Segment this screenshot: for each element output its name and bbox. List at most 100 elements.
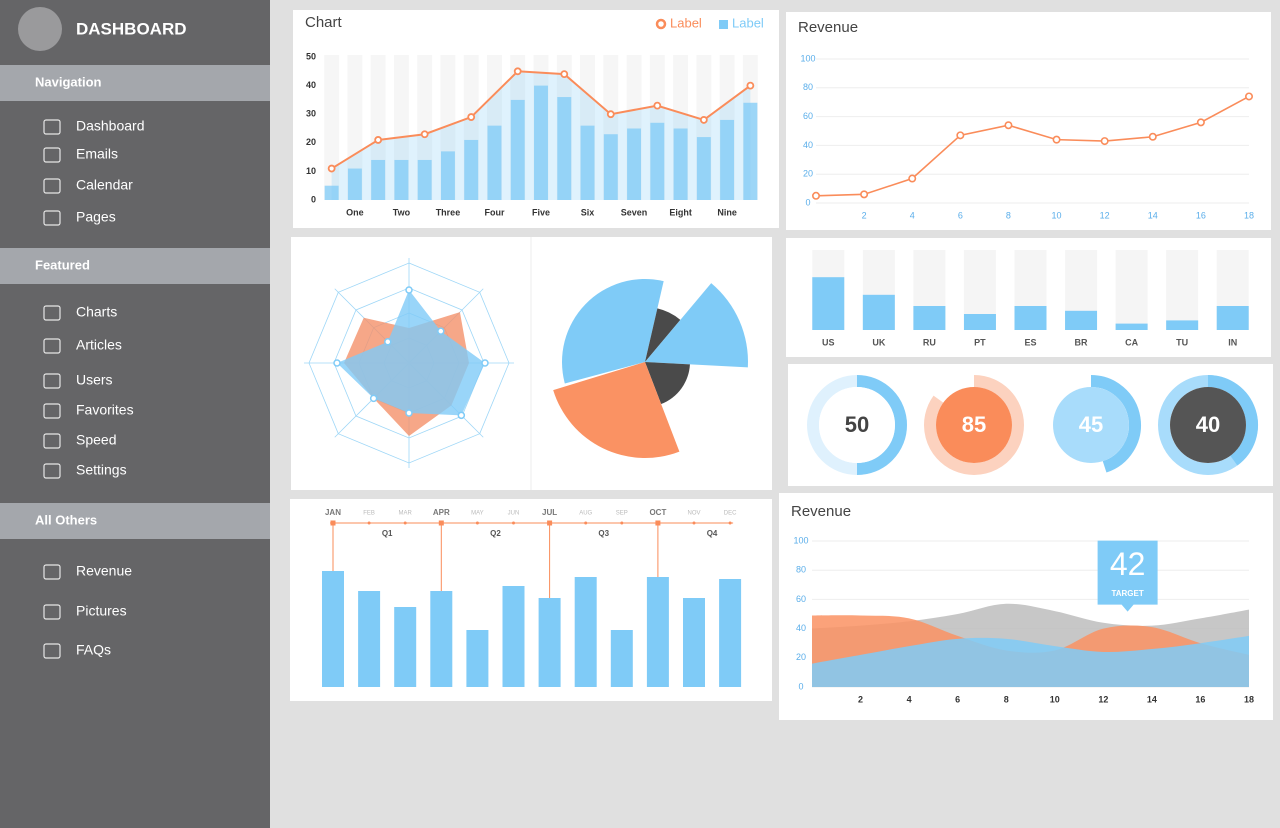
y-tick-label: 40 [306, 80, 316, 90]
month-label: OCT [649, 508, 666, 517]
x-tick-label: TU [1176, 337, 1188, 347]
chart-title: Chart [305, 14, 343, 31]
month-label: JUL [542, 508, 557, 517]
bar [322, 571, 344, 687]
y-tick-label: 100 [800, 53, 815, 63]
nav-item[interactable]: Revenue [76, 563, 132, 579]
ring [308, 262, 510, 464]
radar-point [481, 359, 489, 367]
section-header [0, 65, 270, 101]
line-area [331, 71, 751, 200]
month-label: MAR [399, 511, 413, 517]
line-point [1148, 132, 1157, 141]
bar [464, 139, 479, 200]
legend-label: Label [670, 15, 702, 30]
x-tick-label: 8 [1004, 694, 1009, 704]
nav-item[interactable]: Calendar [76, 177, 133, 193]
bar [466, 630, 489, 687]
line-point [1196, 118, 1205, 127]
nav-item[interactable]: Speed [76, 432, 116, 448]
bar [394, 607, 417, 687]
line-point [513, 67, 522, 76]
section-header [0, 248, 270, 284]
x-tick-label: BR [1075, 337, 1088, 347]
section-header [0, 503, 270, 539]
bar [1065, 310, 1098, 330]
bar [1014, 306, 1047, 330]
bar [610, 630, 633, 687]
nav-item[interactable]: FAQs [76, 642, 111, 658]
nav-item[interactable]: Charts [76, 304, 117, 320]
avatar[interactable] [18, 7, 62, 51]
bar [358, 591, 381, 687]
x-tick-label: Three [436, 207, 461, 217]
x-tick-label: 6 [955, 694, 960, 704]
line-point [811, 191, 820, 200]
line-point [374, 136, 383, 144]
line-point [860, 190, 869, 199]
timeline-dot [367, 521, 371, 525]
radar-point [369, 394, 378, 403]
timeline-dot [620, 521, 624, 525]
bar [696, 137, 711, 200]
legend-label: Label [732, 15, 764, 30]
rose-sector [645, 283, 748, 368]
line [331, 70, 751, 170]
section-heading: All Others [35, 512, 97, 527]
nav-item[interactable]: Articles [76, 337, 122, 353]
month-label: MAY [471, 511, 484, 517]
bar [603, 134, 618, 200]
x-tick-label: 2 [862, 210, 867, 220]
y-tick-label: 10 [306, 166, 316, 176]
bar [430, 591, 453, 687]
nav-icon [43, 463, 61, 479]
timeline-dot [403, 521, 407, 525]
line [815, 95, 1250, 197]
y-tick-label: 20 [306, 137, 316, 147]
month-label: NOV [687, 511, 700, 517]
x-tick-label: 8 [1006, 210, 1011, 220]
gauge-arc [856, 375, 907, 475]
x-tick-label: UK [872, 337, 885, 347]
nav-icon [43, 147, 61, 163]
y-tick-label: 80 [803, 82, 813, 92]
quarter-label: Q1 [382, 529, 393, 538]
bar [324, 185, 339, 200]
bar [394, 159, 409, 200]
bar [580, 125, 595, 200]
nav-item[interactable]: Emails [76, 146, 118, 162]
section-heading: Navigation [35, 74, 102, 89]
rose-sector [645, 362, 690, 405]
gauge-value: 45 [1079, 412, 1103, 437]
y-tick-label: 50 [306, 51, 316, 61]
bar [720, 119, 735, 200]
x-tick-label: US [822, 337, 835, 347]
nav-item[interactable]: Pages [76, 209, 116, 225]
bar [574, 577, 597, 687]
y-tick-label: 0 [311, 194, 316, 204]
gauge-value: 50 [845, 412, 869, 437]
nav-item[interactable]: Users [76, 372, 113, 388]
nav-item[interactable]: Dashboard [76, 118, 145, 134]
bar [371, 159, 386, 200]
y-tick-label: 80 [796, 565, 806, 575]
nav-icon [43, 403, 61, 419]
x-tick-label: Two [393, 207, 411, 217]
nav-item[interactable]: Favorites [76, 402, 134, 418]
x-tick-label: 12 [1098, 694, 1108, 704]
rose-sector [562, 279, 664, 384]
nav-icon [43, 305, 61, 321]
month-label: SEP [616, 511, 628, 517]
nav-item[interactable]: Settings [76, 462, 127, 478]
nav-item[interactable]: Pictures [76, 603, 127, 619]
x-tick-label: 12 [1100, 210, 1110, 220]
bar [743, 102, 758, 200]
x-tick-label: 16 [1195, 694, 1205, 704]
bar [417, 159, 432, 200]
quarter-label: Q2 [490, 529, 501, 538]
line-point [606, 110, 615, 119]
quarter-label: Q3 [598, 529, 609, 538]
x-tick-label: One [346, 207, 364, 217]
x-tick-label: 4 [907, 694, 912, 704]
